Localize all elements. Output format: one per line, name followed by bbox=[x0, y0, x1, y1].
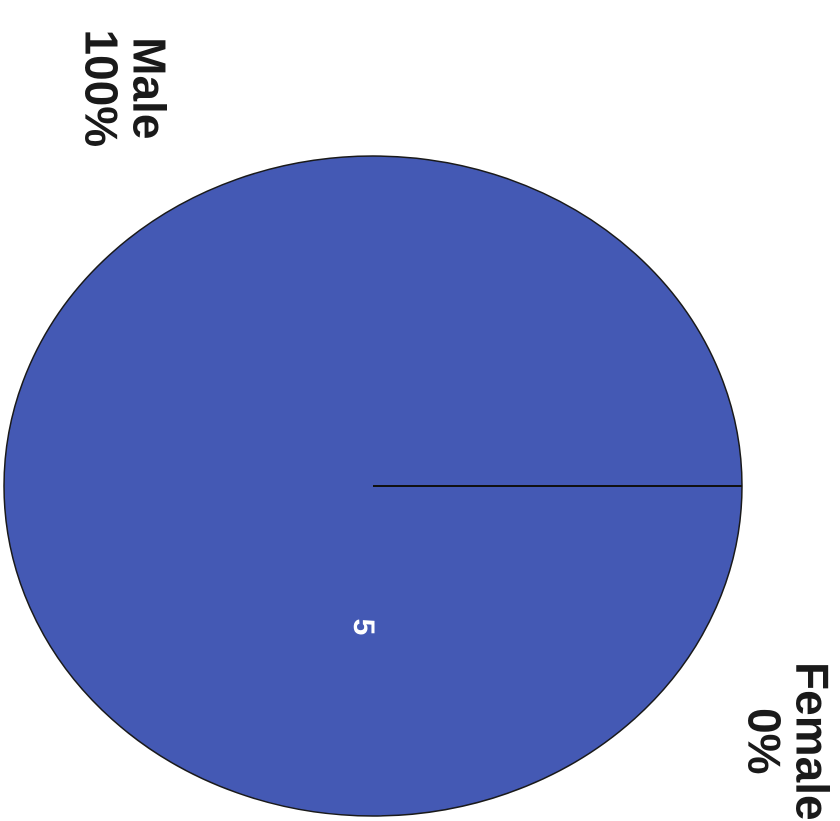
female-percent-label: 0% bbox=[738, 708, 790, 775]
male-slice-label: Male 100% bbox=[75, 18, 176, 158]
female-slice-label: Female 0% bbox=[738, 641, 839, 821]
male-percent-label: 100% bbox=[75, 29, 127, 148]
pie-slices bbox=[3, 155, 743, 817]
female-category-label: Female bbox=[786, 662, 839, 821]
male-slice-value-label: 5 bbox=[347, 618, 380, 636]
male-category-label: Male bbox=[123, 37, 176, 140]
